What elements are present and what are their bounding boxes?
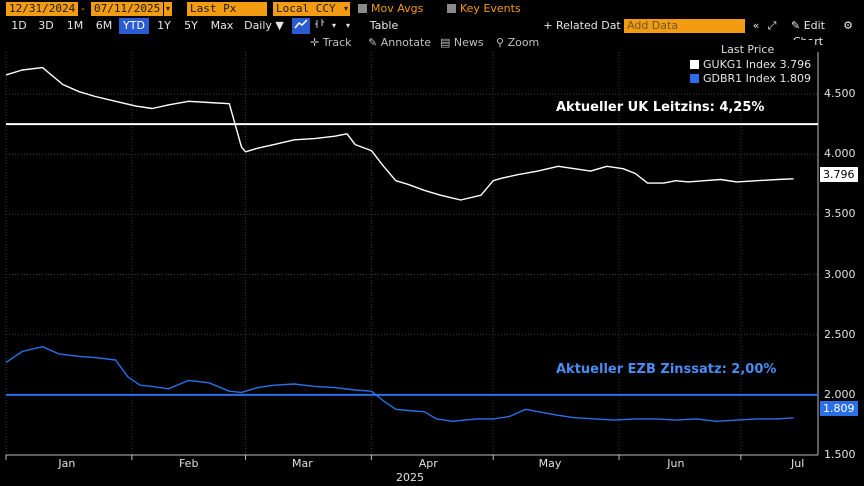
zoom-label: Zoom: [507, 36, 540, 49]
annotate-control[interactable]: ✎ Annotate: [368, 35, 431, 51]
mov-avgs-label: Mov Avgs: [371, 2, 424, 15]
annotate-label: Annotate: [380, 36, 432, 49]
legend-swatch: [690, 74, 699, 83]
track-control[interactable]: ✛ Track: [310, 35, 352, 51]
currency-dropdown-icon[interactable]: ▾: [342, 2, 350, 16]
legend-swatch: [690, 60, 699, 69]
date-separator: -: [81, 2, 85, 15]
last-value-tag-de: 1.809: [820, 401, 858, 416]
period-max-button[interactable]: Max: [210, 19, 234, 32]
currency-select[interactable]: Local CCY: [273, 2, 343, 16]
expand-icon[interactable]: ⤢: [767, 19, 777, 32]
news-control[interactable]: ▤ News: [440, 35, 484, 51]
y-tick-label: 2.000: [824, 387, 856, 401]
x-axis-year-label: 2025: [396, 471, 424, 484]
period-3d-button[interactable]: 3D: [38, 19, 54, 32]
last-value-tag-uk: 3.796: [820, 167, 858, 182]
frequency-select[interactable]: Daily ▼: [244, 19, 284, 32]
zoom-icon: ⚲: [496, 36, 508, 49]
pencil-icon: ✎: [368, 36, 381, 49]
table-button[interactable]: Table: [369, 19, 399, 32]
line-chart-icon[interactable]: [292, 18, 310, 34]
legend-title: Last Price: [721, 43, 775, 56]
x-tick-label: May: [538, 457, 562, 470]
period-1y-button[interactable]: 1Y: [157, 19, 171, 32]
end-date-dropdown-icon[interactable]: ▾: [164, 2, 172, 16]
y-tick-label: 4.500: [824, 87, 856, 101]
y-tick-label: 2.500: [824, 327, 856, 341]
legend-label: GUKG1 Index 3.796: [703, 58, 812, 71]
key-events-toggle[interactable]: Key Events: [447, 1, 521, 17]
period-5y-button[interactable]: 5Y: [184, 19, 198, 32]
legend-item-gdbr1[interactable]: GDBR1 Index 1.809: [690, 72, 811, 85]
x-tick-label: Apr: [418, 457, 438, 470]
collapse-left-icon[interactable]: «: [752, 19, 760, 32]
crosshair-icon: ✛: [310, 36, 323, 49]
key-events-label: Key Events: [460, 2, 521, 15]
period-6m-button[interactable]: 6M: [95, 19, 113, 32]
y-tick-label: 3.500: [824, 207, 856, 221]
legend: Last Price GUKG1 Index 3.796 GDBR1 Index…: [686, 40, 814, 92]
y-tick-label: 1.500: [824, 448, 856, 461]
checkbox-icon: [447, 4, 456, 13]
uk-rate-annotation: Aktueller UK Leitzins: 4,25%: [556, 100, 765, 115]
period-1m-button[interactable]: 1M: [66, 19, 84, 32]
track-label: Track: [322, 36, 352, 49]
x-tick-label: Jul: [791, 457, 805, 470]
start-date-field[interactable]: 12/31/2024: [6, 2, 78, 16]
period-1d-button[interactable]: 1D: [11, 19, 27, 32]
period-toolbar: 1D 3D 1M 6M YTD 1Y 5Y Max Daily ▼ ▾ ▾ Ta…: [0, 18, 864, 48]
chart-type-dropdown-icon[interactable]: ▾: [331, 21, 336, 30]
x-tick-label: Jun: [667, 457, 685, 470]
period-ytd-button[interactable]: YTD: [119, 18, 149, 34]
x-tick-label: Jan: [58, 457, 76, 470]
ecb-rate-annotation: Aktueller EZB Zinssatz: 2,00%: [556, 362, 777, 377]
checkbox-icon: [358, 4, 367, 13]
legend-item-gukg1[interactable]: GUKG1 Index 3.796: [690, 58, 811, 71]
price-field-select[interactable]: Last Px: [187, 2, 267, 16]
mov-avgs-toggle[interactable]: Mov Avgs: [358, 1, 423, 17]
add-data-input[interactable]: Add Data: [624, 19, 745, 33]
series-line-gukg1: [5, 66, 794, 201]
related-data-button[interactable]: + Related Dat: [543, 19, 621, 32]
bar-chart-icon[interactable]: [313, 18, 327, 34]
news-label: News: [453, 36, 484, 49]
gear-icon[interactable]: ⚙: [843, 19, 853, 32]
end-date-field[interactable]: 07/11/2025: [91, 2, 163, 16]
y-tick-label: 3.000: [824, 267, 856, 281]
zoom-control[interactable]: ⚲ Zoom: [496, 35, 539, 51]
series-line-gdbr1: [5, 346, 794, 422]
news-icon: ▤: [440, 36, 454, 49]
legend-label: GDBR1 Index 1.809: [703, 72, 811, 85]
top-toolbar: 12/31/2024 - 07/11/2025 ▾ Last Px Local …: [0, 0, 864, 18]
x-tick-label: Mar: [291, 457, 313, 470]
options-dropdown-icon[interactable]: ▾: [345, 21, 350, 30]
y-tick-label: 4.000: [824, 147, 856, 161]
x-tick-label: Feb: [178, 457, 199, 470]
